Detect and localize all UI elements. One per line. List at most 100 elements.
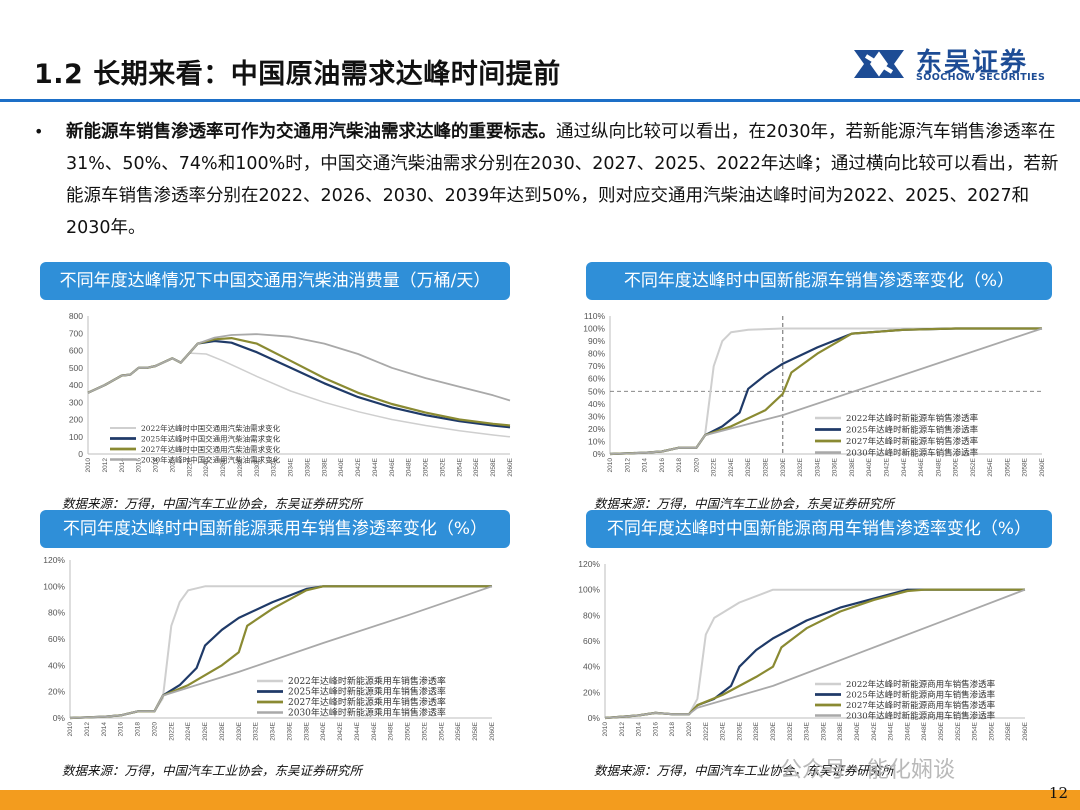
x-tick-label: 2058E	[472, 721, 479, 740]
chart-title-fuel: 不同年度达峰情况下中国交通用汽柴油消费量（万桶/天）	[40, 262, 510, 300]
company-logo: 东吴证券 SOOCHOW SECURITIES	[850, 42, 1060, 90]
y-tick-label: 700	[69, 328, 83, 338]
y-tick-label: 300	[69, 397, 83, 407]
x-tick-label: 2040E	[854, 721, 861, 740]
x-tick-label: 2024E	[728, 457, 735, 476]
x-tick-label: 2026E	[736, 721, 743, 740]
bullet-bold-text: 新能源车销售渗透率可作为交通用汽柴油需求达峰的重要标志。	[66, 122, 556, 142]
y-tick-label: 70%	[588, 361, 605, 371]
y-tick-label: 90%	[588, 336, 605, 346]
chart-commercial-svg: 0% 20% 40% 60% 80% 100% 120% 2010 2012 2014 2016 20…	[578, 559, 1029, 741]
legend-label: 2022年达峰时新能源车销售渗透率	[846, 413, 979, 424]
legend-label: 2030年达峰时新能源商用车销售渗透率	[846, 711, 996, 722]
y-tick-label: 20%	[588, 424, 605, 434]
chart-fuel: 0 100 200 300 400 500 600 700 800 2010 2012 2014 201…	[40, 308, 520, 488]
x-tick-label: 2030E	[770, 721, 777, 740]
x-tick-label: 2032E	[797, 457, 804, 476]
x-tick-label: 2054E	[972, 721, 979, 740]
x-tick-label: 2052E	[955, 721, 962, 740]
x-tick-label: 2028E	[753, 721, 760, 740]
x-tick-label: 2048E	[388, 721, 395, 740]
footer-bar	[0, 790, 1080, 810]
x-tick-label: 2050E	[405, 721, 412, 740]
x-tick-label: 2048E	[921, 721, 928, 740]
y-tick-label: 80%	[583, 610, 600, 620]
x-tick-label: 2022E	[703, 721, 710, 740]
bullet-marker: •	[34, 122, 44, 141]
x-tick-label: 2058E	[1005, 721, 1012, 740]
x-tick-label: 2024E	[203, 457, 210, 476]
x-tick-label: 2032E	[271, 457, 278, 476]
x-tick-label: 2014	[119, 458, 126, 473]
logo-chinese-name: 东吴证券	[916, 48, 1029, 78]
y-tick-label: 120%	[578, 559, 600, 569]
x-tick-label: 2056E	[988, 721, 995, 740]
x-tick-label: 2018	[676, 458, 683, 473]
x-tick-label: 2034E	[804, 721, 811, 740]
page-number: 12	[1048, 784, 1068, 802]
x-tick-label: 2030E	[780, 457, 787, 476]
y-tick-label: 50%	[588, 386, 605, 396]
x-tick-label: 2060E	[1022, 721, 1029, 740]
chart-passenger-svg: 0% 20% 40% 60% 80% 100% 120% 2010 2012 2014 2016 20…	[43, 556, 496, 741]
x-tick-label: 2052E	[970, 457, 977, 476]
page-title: 1.2 长期来看：中国原油需求达峰时间提前	[34, 59, 561, 90]
y-tick-label: 100%	[578, 585, 600, 595]
series-line-3	[604, 588, 1026, 719]
x-tick-label: 2022E	[711, 457, 718, 476]
x-tick-label: 2054E	[987, 457, 994, 476]
x-tick-label: 2016	[118, 722, 125, 737]
y-tick-label: 600	[69, 346, 83, 356]
y-tick-label: 30%	[588, 411, 605, 421]
x-tick-label: 2018	[669, 722, 676, 737]
series-line-3	[69, 585, 493, 719]
x-tick-label: 2034E	[288, 457, 295, 476]
bullet-paragraph: 新能源车销售渗透率可作为交通用汽柴油需求达峰的重要标志。通过纵向比较可以看出，在…	[66, 116, 1066, 244]
watermark-text: 公众号 · 能化娴谈	[780, 758, 955, 783]
x-tick-label: 2038E	[303, 721, 310, 740]
y-tick-label: 0%	[593, 449, 606, 459]
x-tick-label: 2044E	[901, 457, 908, 476]
x-tick-label: 2056E	[1004, 457, 1011, 476]
x-tick-label: 2044E	[354, 721, 361, 740]
x-tick-label: 2046E	[904, 721, 911, 740]
x-tick-label: 2038E	[321, 457, 328, 476]
y-tick-label: 40%	[48, 660, 65, 670]
x-tick-label: 2056E	[455, 721, 462, 740]
y-tick-label: 80%	[588, 349, 605, 359]
soochow-logo-mark-icon	[854, 50, 904, 78]
x-tick-label: 2018	[135, 722, 142, 737]
chart-title-nev: 不同年度达峰时中国新能源车销售渗透率变化（%）	[586, 262, 1052, 300]
x-tick-label: 2036E	[286, 721, 293, 740]
x-tick-label: 2026E	[202, 721, 209, 740]
x-tick-label: 2010	[85, 458, 92, 473]
x-tick-label: 2036E	[820, 721, 827, 740]
x-tick-label: 2034E	[814, 457, 821, 476]
y-tick-label: 0	[78, 449, 83, 459]
chart-passenger: 0% 20% 40% 60% 80% 100% 120% 2010 2012 2014 2016 20…	[30, 556, 510, 756]
x-tick-label: 2012	[102, 458, 109, 473]
source-note-nev: 数据来源：万得，中国汽车工业协会，东吴证券研究所	[594, 496, 895, 511]
chart-title-commercial: 不同年度达峰时中国新能源商用车销售渗透率变化（%）	[586, 510, 1052, 548]
header-divider	[0, 99, 1080, 102]
legend-label: 2027年达峰时新能源乘用车销售渗透率	[288, 696, 446, 708]
series-line-3	[87, 333, 511, 402]
legend-label: 2022年达峰时新能源乘用车销售渗透率	[288, 675, 446, 687]
x-tick-label: 2010	[602, 722, 609, 737]
x-tick-label: 2058E	[1022, 457, 1029, 476]
legend-label: 2022年达峰时新能源商用车销售渗透率	[846, 679, 996, 690]
source-note-fuel: 数据来源：万得，中国汽车工业协会，东吴证券研究所	[62, 496, 363, 511]
x-tick-label: 2030E	[254, 457, 261, 476]
legend-label: 2025年达峰时中国交通用汽柴油需求变化	[141, 434, 281, 444]
x-tick-label: 2020	[169, 458, 176, 473]
x-tick-label: 2020	[151, 722, 158, 737]
x-tick-label: 2040E	[866, 457, 873, 476]
x-tick-label: 2016	[659, 458, 666, 473]
y-tick-label: 400	[69, 380, 83, 390]
x-tick-label: 2058E	[490, 457, 497, 476]
y-tick-label: 20%	[48, 687, 65, 697]
x-tick-label: 2056E	[473, 457, 480, 476]
x-tick-label: 2046E	[918, 457, 925, 476]
y-tick-label: 40%	[588, 399, 605, 409]
x-tick-label: 2020	[693, 458, 700, 473]
